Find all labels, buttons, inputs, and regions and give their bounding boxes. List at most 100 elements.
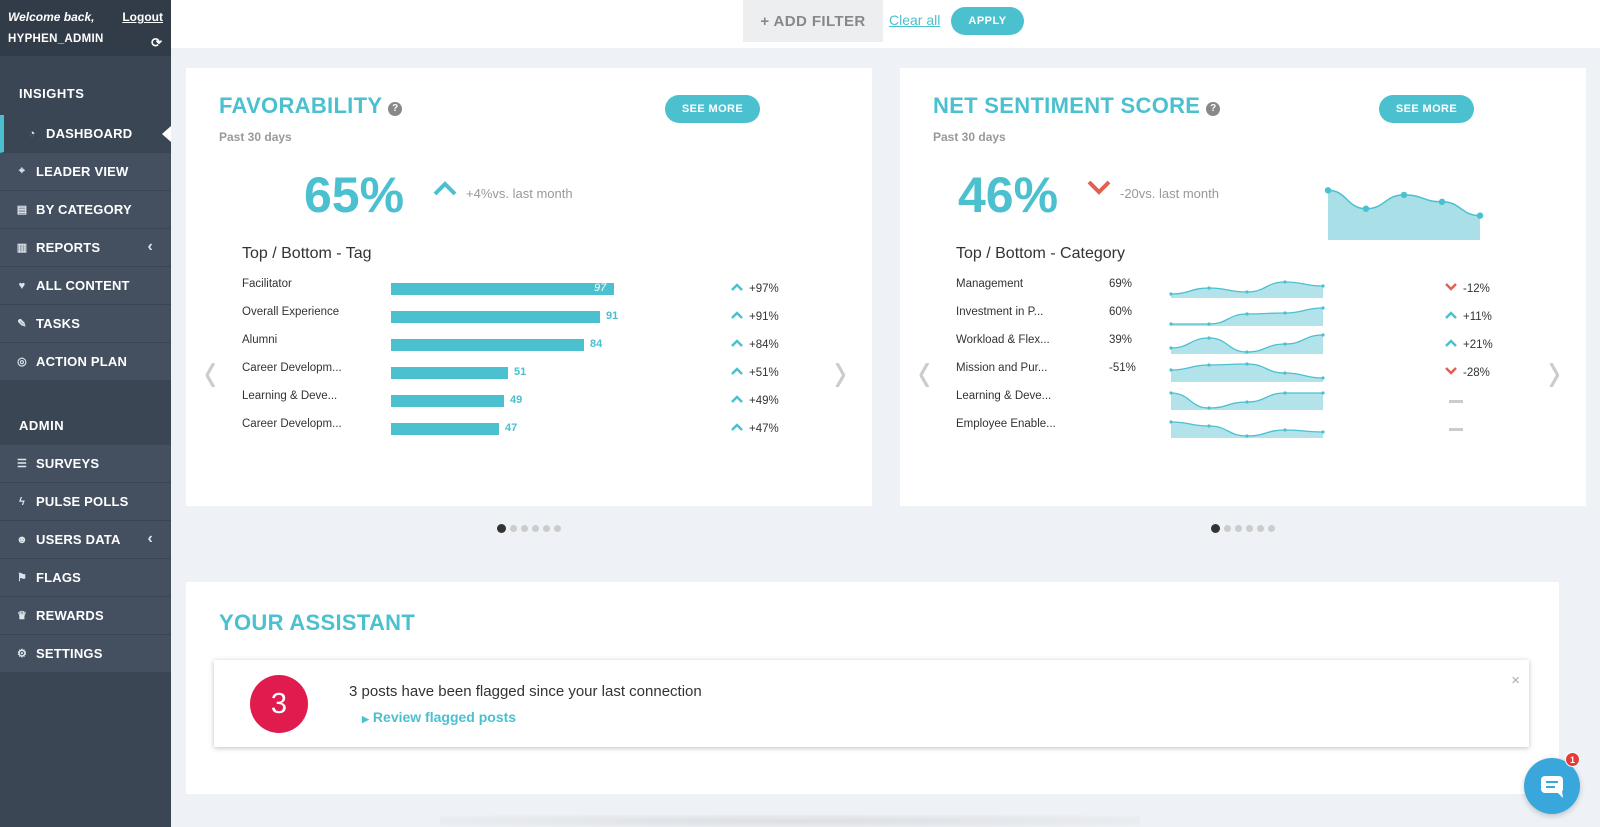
page-dot[interactable] (543, 525, 550, 532)
tag-row[interactable]: Alumni 84 +84% (242, 334, 802, 354)
review-flagged-link[interactable]: ▶ Review flagged posts (362, 709, 516, 725)
page-dot[interactable] (521, 525, 528, 532)
sidebar-item-label: BY CATEGORY (36, 202, 132, 217)
category-row[interactable]: Workload & Flex... 39% +21% (956, 333, 1516, 354)
refresh-icon[interactable]: ⟳ (151, 35, 162, 50)
help-icon[interactable]: ? (1206, 102, 1221, 116)
trend-down-icon (1087, 180, 1111, 195)
score-bar (391, 395, 504, 407)
category-row[interactable]: Mission and Pur... -51% -28% (956, 362, 1516, 382)
sparkline-point (1321, 306, 1325, 310)
next-arrow-icon[interactable]: › (1548, 338, 1561, 406)
trend-point (1324, 187, 1332, 194)
sidebar-item-label: PULSE POLLS (36, 494, 129, 509)
sidebar-item-users-data[interactable]: ☻ USERS DATA ‹ (0, 521, 171, 559)
heart-icon: ♥ (18, 279, 26, 292)
sparkline-area (1171, 308, 1323, 326)
arrow-stroke (731, 339, 743, 347)
chat-button[interactable] (1524, 758, 1580, 814)
favorability-subtitle: Past 30 days (219, 130, 292, 144)
sidebar-item-label: SURVEYS (36, 456, 100, 471)
arrow-up-icon (731, 311, 743, 319)
page-dot[interactable] (1246, 525, 1253, 532)
sparkline-point (1283, 280, 1287, 284)
score-value: 47 (505, 422, 518, 434)
category-row[interactable]: Investment in P... 60% +11% (956, 306, 1516, 326)
row-label: Investment in P... (956, 306, 1044, 318)
logout-link[interactable]: Logout (122, 10, 163, 24)
sidebar-item-flags[interactable]: ⚑ FLAGS (0, 559, 171, 597)
row-label: Career Developm... (242, 362, 342, 374)
sparkline-point (1321, 376, 1325, 380)
sparkline-point (1169, 346, 1173, 350)
page-dot[interactable] (1257, 525, 1264, 532)
sidebar-item-tasks[interactable]: ✎ TASKS (0, 305, 171, 343)
insights-heading: INSIGHTS (0, 56, 171, 115)
users-icon: ☻ (16, 533, 28, 546)
page-dot[interactable] (497, 524, 506, 533)
nss-subtitle: Past 30 days (933, 130, 1006, 144)
change-value: -28% (1444, 366, 1490, 379)
sidebar-item-reports[interactable]: ▥ REPORTS ‹ (0, 229, 171, 267)
sidebar-item-label: USERS DATA (36, 532, 121, 547)
category-row[interactable]: Management 69% -12% (956, 278, 1516, 298)
arrow-up-icon (731, 283, 743, 291)
sparkline-area (1171, 282, 1323, 298)
see-more-button[interactable]: SEE MORE (665, 95, 760, 123)
page-dot[interactable] (1268, 525, 1275, 532)
row-label: Career Developm... (242, 418, 342, 430)
sidebar-item-action-plan[interactable]: ◎ ACTION PLAN (0, 343, 171, 381)
page-dot[interactable] (510, 525, 517, 532)
sidebar-item-label: SETTINGS (36, 646, 103, 661)
help-icon[interactable]: ? (388, 102, 403, 116)
prev-arrow-icon[interactable]: ‹ (204, 338, 217, 406)
sidebar-user-panel: Welcome back, Logout HYPHEN_ADMIN ⟳ (0, 0, 171, 56)
arrow-stroke (1445, 339, 1457, 347)
tag-row[interactable]: Facilitator 97 +97% (242, 278, 802, 298)
sidebar-item-all-content[interactable]: ♥ ALL CONTENT (0, 267, 171, 305)
tag-row[interactable]: Learning & Deve... 49 +49% (242, 390, 802, 410)
sidebar-item-rewards[interactable]: ♛ REWARDS (0, 597, 171, 635)
row-label: Facilitator (242, 278, 292, 290)
score-bar (391, 311, 600, 323)
change-value: +51% (730, 366, 779, 379)
page-dot[interactable] (554, 525, 561, 532)
row-percent: 60% (1109, 306, 1133, 318)
category-row[interactable]: Learning & Deve... (956, 390, 1516, 410)
page-dot[interactable] (1211, 524, 1220, 533)
tag-row[interactable]: Career Developm... 47 +47% (242, 418, 802, 438)
sparkline (1169, 362, 1325, 382)
apply-button[interactable]: APPLY (951, 7, 1024, 35)
no-change-dash (1449, 400, 1463, 403)
row-label: Mission and Pur... (956, 362, 1048, 374)
next-arrow-icon[interactable]: › (834, 338, 847, 406)
sidebar-item-leader-view[interactable]: ⌖ LEADER VIEW (0, 153, 171, 191)
close-icon[interactable]: × (1511, 672, 1520, 689)
gear-icon: ⚙ (16, 648, 28, 660)
page-dot[interactable] (1235, 525, 1242, 532)
arrow-stroke (1445, 283, 1457, 291)
sidebar-item-settings[interactable]: ⚙ SETTINGS (0, 635, 171, 673)
arrow-stroke (731, 311, 743, 319)
page-dot[interactable] (1224, 525, 1231, 532)
score-value: 97 (594, 282, 607, 294)
sidebar-item-surveys[interactable]: ☰ SURVEYS (0, 445, 171, 483)
prev-arrow-icon[interactable]: ‹ (918, 338, 931, 406)
category-row[interactable]: Employee Enable... (956, 418, 1516, 438)
change-text: -28% (1463, 367, 1490, 379)
add-filter-button[interactable]: + ADD FILTER (743, 0, 883, 42)
page-dot[interactable] (532, 525, 539, 532)
sparkline (1169, 306, 1325, 326)
admin-heading: ADMIN (0, 381, 171, 445)
see-more-button[interactable]: SEE MORE (1379, 95, 1474, 123)
tag-row[interactable]: Overall Experience 91 +91% (242, 306, 802, 326)
sidebar-item-pulse-polls[interactable]: ϟ PULSE POLLS (0, 483, 171, 521)
sidebar-item-label: LEADER VIEW (36, 164, 129, 179)
trend-point (1476, 212, 1484, 219)
clear-all-link[interactable]: Clear all (889, 12, 941, 28)
arrow-stroke (731, 423, 743, 431)
sidebar-item-dashboard[interactable]: ◔ DASHBOARD (0, 115, 171, 153)
sidebar-item-by-category[interactable]: ▤ BY CATEGORY (0, 191, 171, 229)
tag-row[interactable]: Career Developm... 51 +51% (242, 362, 802, 382)
score-bar (391, 367, 508, 379)
